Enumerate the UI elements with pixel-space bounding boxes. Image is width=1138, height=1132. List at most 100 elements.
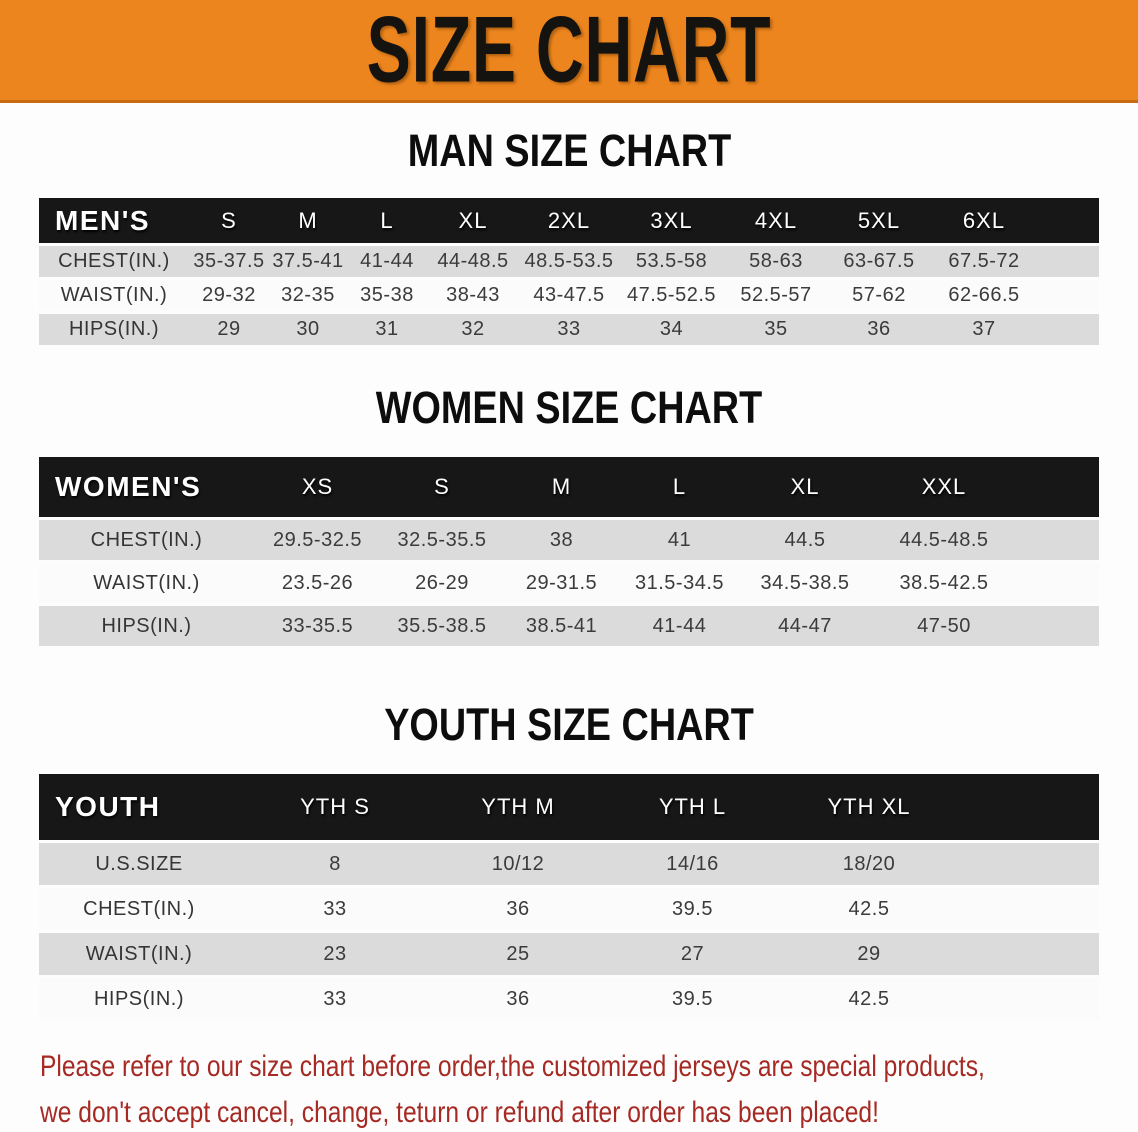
table-cell: 36 xyxy=(828,311,930,345)
row-label: WAIST(IN.) xyxy=(39,930,239,975)
table-cell: 62-66.5 xyxy=(930,277,1038,311)
men-column-header: XL xyxy=(427,198,519,243)
table-row: HIPS(IN.) 33-35.5 35.5-38.5 38.5-41 41-4… xyxy=(39,603,1099,646)
table-cell: 63-67.5 xyxy=(828,243,930,277)
table-cell: 44-47 xyxy=(739,603,871,646)
table-cell: 48.5-53.5 xyxy=(519,243,619,277)
table-cell: 26-29 xyxy=(381,560,503,603)
table-cell: 14/16 xyxy=(605,840,780,885)
table-cell: 58-63 xyxy=(724,243,828,277)
men-column-header: 4XL xyxy=(724,198,828,243)
table-cell: 29 xyxy=(189,311,269,345)
table-cell: 29-32 xyxy=(189,277,269,311)
table-cell: 41 xyxy=(620,517,739,560)
table-cell: 23 xyxy=(239,930,431,975)
men-column-header: S xyxy=(189,198,269,243)
table-cell: 29.5-32.5 xyxy=(254,517,381,560)
table-cell: 67.5-72 xyxy=(930,243,1038,277)
table-cell: 27 xyxy=(605,930,780,975)
men-section-title-text: MAN SIZE CHART xyxy=(407,125,731,176)
table-cell: 34.5-38.5 xyxy=(739,560,871,603)
row-label: WAIST(IN.) xyxy=(39,560,254,603)
table-cell: 25 xyxy=(431,930,605,975)
spacer-cell xyxy=(1038,311,1099,345)
spacer-cell xyxy=(1017,457,1099,517)
table-cell: 32 xyxy=(427,311,519,345)
table-cell: 38.5-41 xyxy=(503,603,620,646)
table-cell: 18/20 xyxy=(780,840,958,885)
table-row: U.S.SIZE 8 10/12 14/16 18/20 xyxy=(39,840,1099,885)
table-cell: 36 xyxy=(431,885,605,930)
table-cell: 10/12 xyxy=(431,840,605,885)
table-cell: 44.5-48.5 xyxy=(871,517,1017,560)
spacer-cell xyxy=(958,774,1099,840)
table-cell: 33 xyxy=(519,311,619,345)
table-cell: 44-48.5 xyxy=(427,243,519,277)
table-cell: 30 xyxy=(269,311,347,345)
banner: SIZE CHART xyxy=(0,0,1138,103)
row-label: HIPS(IN.) xyxy=(39,975,239,1020)
men-column-header: 3XL xyxy=(619,198,724,243)
table-cell: 43-47.5 xyxy=(519,277,619,311)
table-cell: 33 xyxy=(239,975,431,1020)
table-row: HIPS(IN.) 33 36 39.5 42.5 xyxy=(39,975,1099,1020)
row-label: HIPS(IN.) xyxy=(39,603,254,646)
youth-column-header: YTH XL xyxy=(780,774,958,840)
table-cell: 52.5-57 xyxy=(724,277,828,311)
table-cell: 37.5-41 xyxy=(269,243,347,277)
row-label: CHEST(IN.) xyxy=(39,885,239,930)
table-cell: 35-38 xyxy=(347,277,427,311)
table-cell: 53.5-58 xyxy=(619,243,724,277)
table-cell: 33 xyxy=(239,885,431,930)
table-cell: 39.5 xyxy=(605,885,780,930)
page-title: SIZE CHART xyxy=(366,0,772,102)
table-cell: 47-50 xyxy=(871,603,1017,646)
table-cell: 32.5-35.5 xyxy=(381,517,503,560)
table-cell: 35.5-38.5 xyxy=(381,603,503,646)
spacer-cell xyxy=(1017,560,1099,603)
spacer-cell xyxy=(1038,198,1099,243)
table-cell: 41-44 xyxy=(347,243,427,277)
men-column-header: M xyxy=(269,198,347,243)
table-row: CHEST(IN.) 29.5-32.5 32.5-35.5 38 41 44.… xyxy=(39,517,1099,560)
table-row: WAIST(IN.) 29-32 32-35 35-38 38-43 43-47… xyxy=(39,277,1099,311)
table-cell: 47.5-52.5 xyxy=(619,277,724,311)
table-cell: 29-31.5 xyxy=(503,560,620,603)
table-row: CHEST(IN.) 35-37.5 37.5-41 41-44 44-48.5… xyxy=(39,243,1099,277)
table-cell: 42.5 xyxy=(780,975,958,1020)
spacer-cell xyxy=(1017,517,1099,560)
youth-section-title: YOUTH SIZE CHART xyxy=(0,702,1138,748)
spacer-cell xyxy=(958,885,1099,930)
table-cell: 35-37.5 xyxy=(189,243,269,277)
men-column-header: 5XL xyxy=(828,198,930,243)
youth-column-header: YTH M xyxy=(431,774,605,840)
youth-size-table: YOUTH YTH S YTH M YTH L YTH XL U.S.SIZE … xyxy=(39,774,1099,1020)
table-cell: 36 xyxy=(431,975,605,1020)
table-cell: 34 xyxy=(619,311,724,345)
youth-table-label: YOUTH xyxy=(39,774,239,840)
women-column-header: L xyxy=(620,457,739,517)
table-cell: 38-43 xyxy=(427,277,519,311)
table-cell: 38 xyxy=(503,517,620,560)
table-row: WAIST(IN.) 23 25 27 29 xyxy=(39,930,1099,975)
men-column-header: 2XL xyxy=(519,198,619,243)
spacer-cell xyxy=(1038,277,1099,311)
table-row: WAIST(IN.) 23.5-26 26-29 29-31.5 31.5-34… xyxy=(39,560,1099,603)
table-cell: 32-35 xyxy=(269,277,347,311)
women-column-header: M xyxy=(503,457,620,517)
table-cell: 31 xyxy=(347,311,427,345)
spacer-cell xyxy=(958,975,1099,1020)
disclaimer-line1: Please refer to our size chart before or… xyxy=(40,1050,985,1083)
table-cell: 44.5 xyxy=(739,517,871,560)
women-column-header: S xyxy=(381,457,503,517)
youth-column-header: YTH L xyxy=(605,774,780,840)
table-cell: 39.5 xyxy=(605,975,780,1020)
table-cell: 8 xyxy=(239,840,431,885)
youth-column-header: YTH S xyxy=(239,774,431,840)
women-column-header: XXL xyxy=(871,457,1017,517)
row-label: CHEST(IN.) xyxy=(39,243,189,277)
table-cell: 38.5-42.5 xyxy=(871,560,1017,603)
row-label: U.S.SIZE xyxy=(39,840,239,885)
row-label: WAIST(IN.) xyxy=(39,277,189,311)
disclaimer-line2: we don't accept cancel, change, teturn o… xyxy=(40,1096,879,1129)
